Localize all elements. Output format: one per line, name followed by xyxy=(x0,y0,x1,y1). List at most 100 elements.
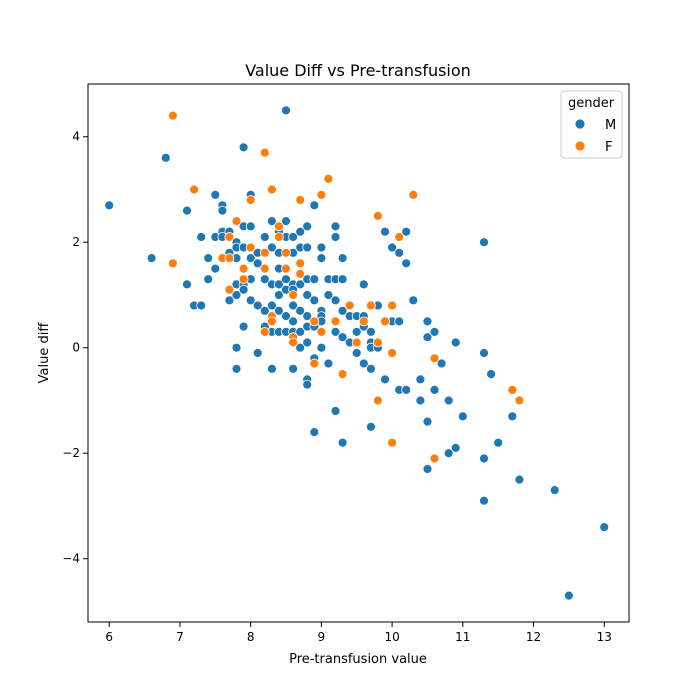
data-point xyxy=(189,184,200,195)
data-point xyxy=(316,342,327,353)
data-point xyxy=(295,195,306,205)
data-point xyxy=(182,279,192,290)
data-point xyxy=(266,242,277,253)
data-point xyxy=(104,200,115,211)
legend-box xyxy=(560,90,623,159)
data-point xyxy=(288,316,299,327)
data-point xyxy=(266,184,277,195)
data-point xyxy=(429,353,440,364)
data-point xyxy=(309,358,320,369)
data-point xyxy=(288,363,299,374)
data-point xyxy=(238,274,249,285)
data-point xyxy=(196,232,207,242)
data-point xyxy=(337,332,348,343)
y-tick-label: −4 xyxy=(62,552,80,566)
data-point xyxy=(330,326,341,337)
data-point xyxy=(564,590,574,601)
data-point xyxy=(273,305,284,316)
data-point xyxy=(273,290,284,300)
legend-title: gender xyxy=(568,96,615,111)
points-layer xyxy=(104,105,610,601)
data-point xyxy=(224,253,235,264)
data-point xyxy=(160,152,171,163)
data-point xyxy=(415,374,426,385)
data-point xyxy=(266,216,277,227)
data-point xyxy=(493,437,504,448)
data-point xyxy=(479,495,489,506)
data-point xyxy=(380,226,390,237)
data-point xyxy=(549,485,560,496)
data-point xyxy=(337,274,348,285)
data-point xyxy=(422,332,433,343)
data-point xyxy=(259,247,270,258)
data-point xyxy=(429,384,440,395)
data-point xyxy=(295,279,306,290)
data-point xyxy=(259,305,270,316)
data-point xyxy=(295,268,306,279)
data-point xyxy=(295,305,306,316)
data-point xyxy=(422,416,433,427)
data-point xyxy=(436,358,447,369)
x-tick-label: 6 xyxy=(105,630,113,644)
data-point xyxy=(309,200,320,211)
data-point xyxy=(316,253,327,264)
data-point xyxy=(387,300,398,311)
data-point xyxy=(252,300,263,311)
data-point xyxy=(358,316,369,327)
data-point xyxy=(309,427,320,438)
data-point xyxy=(422,464,433,474)
data-point xyxy=(380,374,390,385)
data-point xyxy=(295,326,306,337)
data-point xyxy=(358,358,369,369)
y-axis-label: Value diff xyxy=(37,322,52,384)
data-point xyxy=(302,379,313,390)
data-point xyxy=(259,232,270,242)
data-point xyxy=(358,279,369,290)
data-point xyxy=(387,437,398,448)
data-point xyxy=(302,221,313,232)
data-point xyxy=(401,226,412,237)
data-point xyxy=(273,221,284,232)
data-point xyxy=(295,342,306,353)
data-point xyxy=(288,290,299,300)
data-point xyxy=(231,363,242,374)
data-point xyxy=(401,258,412,269)
data-point xyxy=(323,290,334,300)
data-point xyxy=(387,242,398,253)
data-point xyxy=(281,311,291,322)
data-point xyxy=(288,337,299,348)
data-point xyxy=(351,326,362,337)
plot-frame xyxy=(87,83,630,623)
data-point xyxy=(507,411,518,422)
data-point xyxy=(394,232,405,242)
y-tick-label: −2 xyxy=(62,446,80,460)
data-point xyxy=(252,348,263,358)
data-point xyxy=(372,210,383,221)
data-point xyxy=(486,369,497,380)
data-point xyxy=(266,300,277,311)
data-point xyxy=(479,348,489,358)
chart-title: Value Diff vs Pre-transfusion xyxy=(245,61,471,80)
data-point xyxy=(273,232,284,242)
data-point xyxy=(365,421,376,432)
data-point xyxy=(450,337,461,348)
data-point xyxy=(281,247,291,258)
data-point xyxy=(259,147,270,158)
data-point xyxy=(479,453,489,464)
data-point xyxy=(217,205,228,216)
data-point xyxy=(316,189,327,200)
data-point xyxy=(203,253,214,264)
data-point xyxy=(281,105,291,116)
data-point xyxy=(330,221,341,232)
data-point xyxy=(196,300,207,311)
data-point xyxy=(408,295,419,306)
data-point xyxy=(507,384,518,395)
data-point xyxy=(387,348,398,358)
data-point xyxy=(514,474,525,485)
data-point xyxy=(337,305,348,316)
data-point xyxy=(401,384,412,395)
data-point xyxy=(302,242,313,253)
data-point xyxy=(146,253,157,264)
data-point xyxy=(281,263,291,274)
